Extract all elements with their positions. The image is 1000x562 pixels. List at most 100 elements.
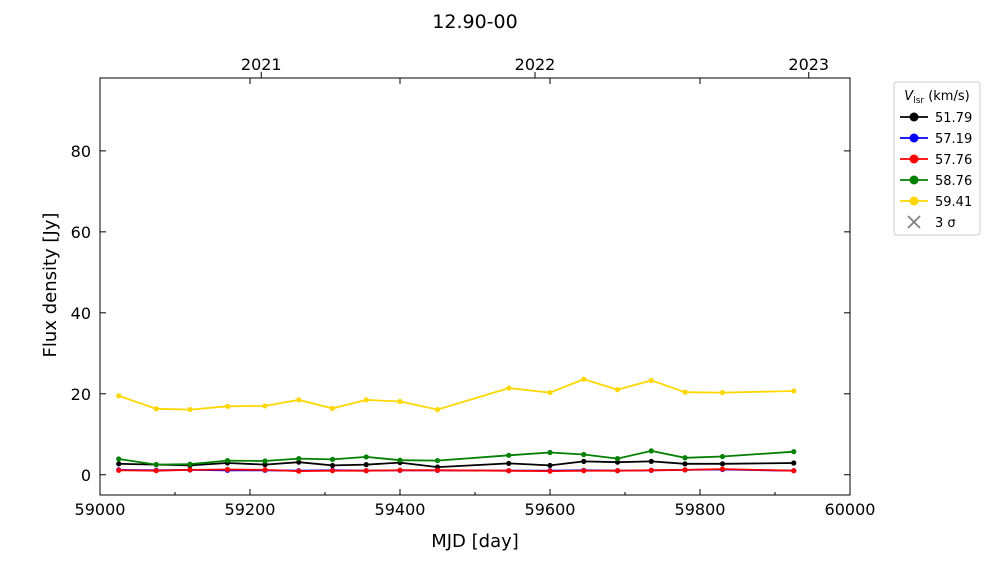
data-point-59-41 bbox=[329, 405, 336, 411]
data-point-58-76 bbox=[187, 461, 193, 467]
data-point-57-76 bbox=[153, 468, 159, 474]
legend: Vlsr (km/s) 51.79 57.19 57.76 58.76 59.41 3 σ bbox=[893, 81, 981, 236]
data-point-51-79 bbox=[682, 461, 688, 467]
legend-marker bbox=[909, 175, 919, 185]
x-tick-label: 59800 bbox=[675, 500, 726, 519]
legend-marker bbox=[909, 196, 919, 206]
data-point-57-76 bbox=[719, 466, 726, 472]
data-point-51-79 bbox=[329, 462, 336, 469]
data-point-51-79 bbox=[363, 462, 369, 468]
year-tick-label: 2021 bbox=[241, 55, 282, 74]
y-axis-label: Flux density [Jy] bbox=[40, 213, 61, 358]
legend-label: 57.19 bbox=[935, 132, 972, 147]
data-point-57-76 bbox=[581, 468, 587, 474]
x-axis-label: MJD [day] bbox=[431, 531, 519, 552]
data-point-51-79 bbox=[581, 458, 587, 464]
legend-label: 57.76 bbox=[935, 153, 972, 168]
data-point-58-76 bbox=[581, 451, 587, 458]
x-tick-label: 59200 bbox=[225, 500, 276, 519]
legend-sigma-cross bbox=[907, 215, 921, 229]
plot-frame bbox=[99, 77, 851, 496]
data-point-57-76 bbox=[363, 468, 369, 474]
data-point-59-41 bbox=[791, 388, 797, 394]
data-point-59-41 bbox=[262, 403, 268, 409]
y-tick-label: 60 bbox=[71, 223, 91, 242]
data-point-58-76 bbox=[682, 455, 688, 461]
year-tick-label: 2022 bbox=[515, 55, 556, 74]
data-point-58-76 bbox=[363, 454, 369, 460]
data-point-59-41 bbox=[116, 393, 122, 399]
series-line-59-41 bbox=[118, 378, 794, 411]
data-point-59-41 bbox=[581, 376, 587, 382]
data-point-57-76 bbox=[397, 467, 403, 473]
data-point-59-41 bbox=[434, 406, 441, 413]
data-point-57-76 bbox=[116, 467, 122, 473]
x-tick-label: 59000 bbox=[75, 500, 126, 519]
data-point-59-41 bbox=[153, 406, 159, 412]
legend-marker bbox=[909, 154, 919, 164]
data-point-51-79 bbox=[648, 458, 654, 464]
legend-label: 51.79 bbox=[935, 111, 972, 126]
data-point-59-41 bbox=[648, 377, 654, 384]
data-point-59-41 bbox=[296, 397, 302, 403]
data-point-51-79 bbox=[116, 461, 122, 467]
legend-title: Vlsr (km/s) bbox=[904, 89, 969, 106]
data-point-58-76 bbox=[153, 462, 159, 468]
plot-area bbox=[116, 376, 797, 474]
data-point-57-76 bbox=[682, 467, 688, 473]
legend-label: 58.76 bbox=[935, 174, 972, 189]
data-point-51-79 bbox=[262, 462, 268, 468]
legend-title-symbol: V bbox=[904, 89, 914, 104]
data-point-59-41 bbox=[547, 389, 553, 396]
y-tick-label: 0 bbox=[81, 466, 91, 485]
data-point-59-41 bbox=[506, 385, 512, 391]
data-point-58-76 bbox=[648, 448, 654, 454]
x-tick-label: 59600 bbox=[525, 500, 576, 519]
data-point-59-41 bbox=[397, 398, 403, 405]
data-point-58-76 bbox=[397, 457, 403, 463]
data-point-57-76 bbox=[648, 467, 654, 473]
data-point-57-76 bbox=[506, 468, 512, 474]
x-tick-label: 59400 bbox=[375, 500, 426, 519]
y-tick-label: 80 bbox=[71, 142, 91, 161]
axes: 59000 59200 59400 59600 59800 60000 0 20 40 60 80 2… bbox=[71, 55, 876, 519]
legend-marker bbox=[909, 112, 919, 122]
chart-title: 12.90-00 bbox=[432, 11, 517, 33]
data-point-57-76 bbox=[547, 468, 553, 474]
data-point-57-76 bbox=[434, 467, 441, 473]
year-tick-label: 2023 bbox=[788, 55, 829, 74]
y-tick-label: 40 bbox=[71, 304, 91, 323]
data-point-59-41 bbox=[363, 397, 369, 403]
data-point-51-79 bbox=[506, 460, 512, 467]
data-point-57-76 bbox=[262, 467, 268, 473]
data-point-59-41 bbox=[682, 389, 688, 395]
series-line-57-76 bbox=[118, 468, 794, 473]
legend-title-subscript: lsr bbox=[913, 96, 924, 106]
data-point-51-79 bbox=[296, 459, 302, 465]
data-point-57-76 bbox=[614, 468, 621, 474]
data-point-51-79 bbox=[791, 460, 797, 466]
data-point-59-41 bbox=[187, 406, 193, 413]
data-point-57-76 bbox=[296, 468, 302, 474]
data-point-57-76 bbox=[224, 466, 231, 473]
data-point-58-76 bbox=[116, 456, 122, 462]
data-point-57-76 bbox=[187, 467, 193, 473]
data-point-58-76 bbox=[614, 455, 621, 462]
data-point-58-76 bbox=[506, 452, 512, 458]
legend-sigma-label: 3 σ bbox=[935, 216, 956, 231]
y-tick-label: 20 bbox=[71, 385, 91, 404]
data-point-59-41 bbox=[224, 403, 231, 409]
legend-label: 59.41 bbox=[935, 195, 972, 210]
legend-title-unit: (km/s) bbox=[924, 89, 970, 104]
data-point-59-41 bbox=[719, 389, 726, 396]
series-line-51-79 bbox=[118, 460, 794, 469]
data-point-59-41 bbox=[614, 387, 621, 393]
data-point-58-76 bbox=[224, 457, 231, 464]
x-tick-label: 60000 bbox=[825, 500, 876, 519]
data-point-51-79 bbox=[719, 461, 726, 467]
data-point-58-76 bbox=[262, 458, 268, 464]
data-point-51-79 bbox=[614, 459, 621, 465]
data-point-58-76 bbox=[547, 449, 553, 456]
data-point-58-76 bbox=[434, 457, 441, 464]
